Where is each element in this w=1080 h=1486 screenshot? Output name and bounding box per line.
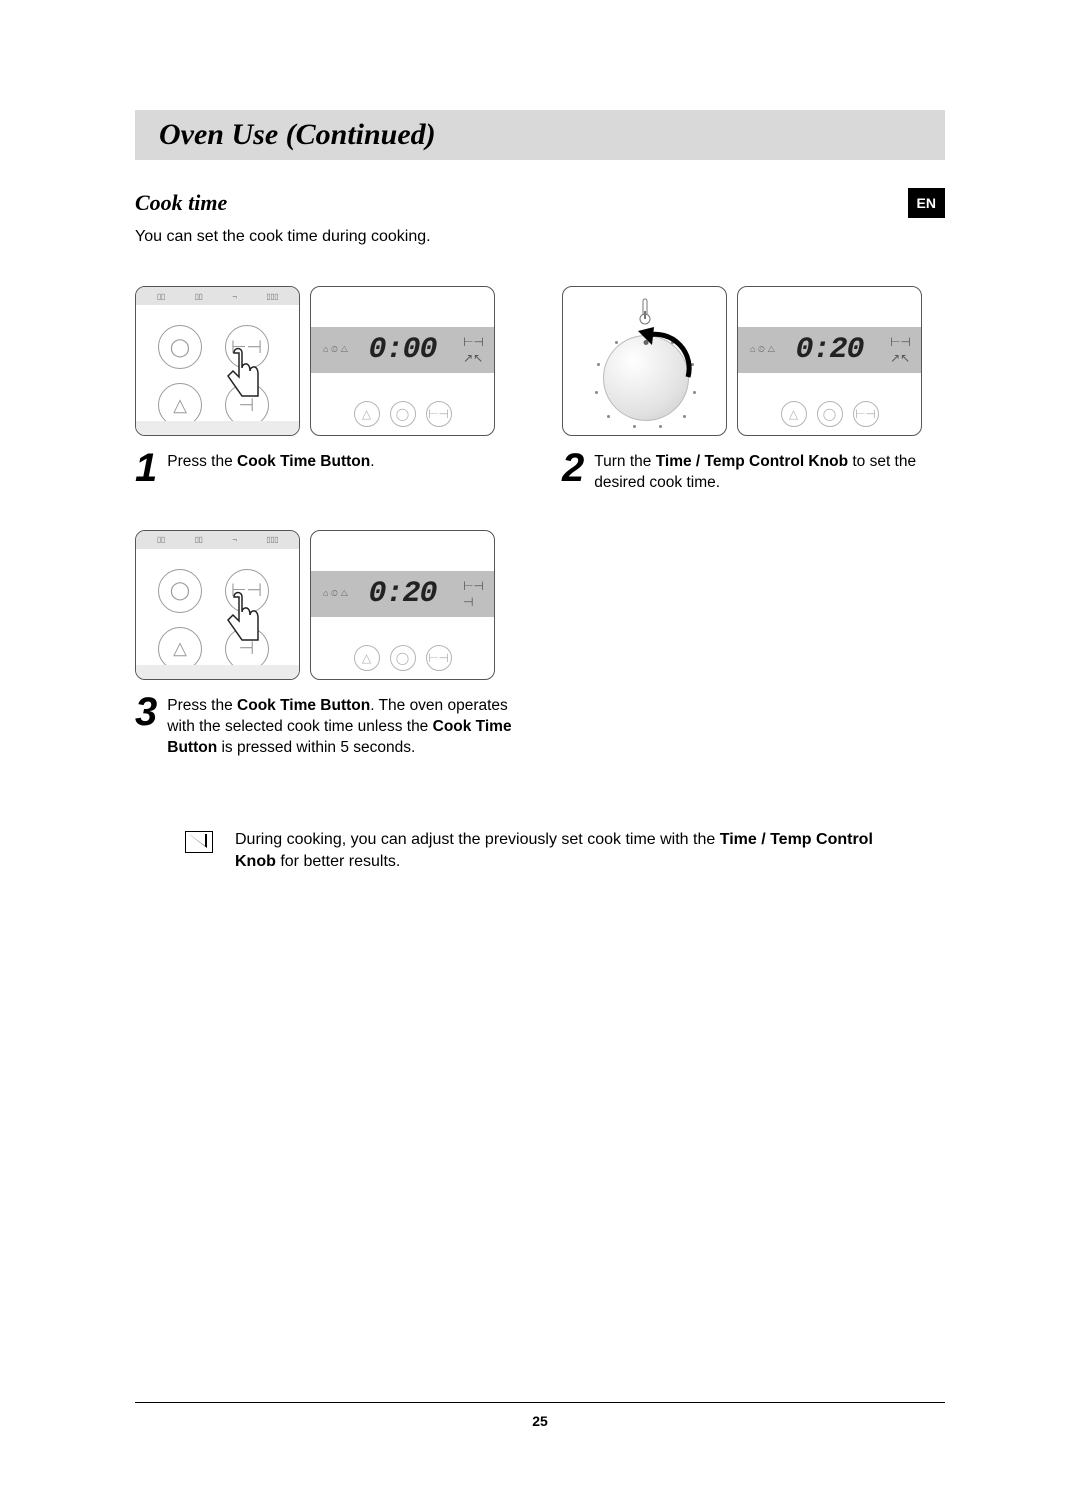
small-btn: ◯ — [817, 401, 843, 427]
display-strip: ⌂ ⏲ △ 0:20 ⊢⊣ ↗↖ — [738, 327, 921, 373]
step1-text: 1 Press the Cook Time Button. — [135, 450, 518, 486]
note-icon — [185, 831, 213, 853]
step-number: 2 — [562, 450, 584, 486]
panel-bottom-strip — [136, 665, 299, 679]
small-btn: ◯ — [390, 645, 416, 671]
page-title: Oven Use (Continued) — [159, 118, 436, 152]
step-number: 1 — [135, 450, 157, 486]
empty-cell — [562, 530, 945, 759]
hand-pointer-icon — [219, 347, 267, 407]
knob-panel — [562, 286, 727, 436]
subhead-row: Cook time EN — [135, 188, 945, 218]
panel-top-strip: ▯▯ ▯▯ ¬ ▯▯▯ — [136, 287, 299, 305]
note-text: During cooking, you can adjust the previ… — [235, 829, 895, 874]
disp-icon: ⊢⊣ — [463, 579, 484, 593]
disp-icon: ⊢⊣ — [890, 335, 911, 349]
cook-time-button-label: Cook Time Button — [237, 453, 370, 470]
small-btn: ⊢⊣ — [426, 645, 452, 671]
small-btn: ⊢⊣ — [853, 401, 879, 427]
strip-token: ▯▯▯ — [266, 535, 278, 544]
rotation-arrow-icon — [616, 321, 704, 409]
button-grid: ◯ ⊢⊣ △ ⊣ — [136, 305, 299, 436]
footer-rule — [135, 1402, 945, 1403]
note: During cooking, you can adjust the previ… — [135, 829, 945, 874]
t: During cooking, you can adjust the previ… — [235, 831, 720, 848]
display-time: 0:20 — [368, 577, 436, 611]
t: is pressed within 5 seconds. — [217, 739, 415, 756]
strip-token: ▯▯▯ — [266, 292, 278, 301]
display-panel: ⌂ ⏲ △ 0:00 ⊢⊣ ↗↖ △ ◯ ⊢⊣ — [310, 286, 495, 436]
btn-top-left: ◯ — [158, 325, 202, 369]
display-right-icons: ⊢⊣ ⊣ — [463, 579, 484, 609]
display-time: 0:00 — [368, 333, 436, 367]
display-panel: ⌂ ⏲ △ 0:20 ⊢⊣ ↗↖ △ ◯ ⊢⊣ — [737, 286, 922, 436]
strip-token: ¬ — [232, 535, 236, 544]
display-small-buttons: △ ◯ ⊢⊣ — [311, 645, 494, 671]
disp-icon: ↗↖ — [463, 351, 484, 365]
strip-token: ▯▯ — [195, 535, 203, 544]
panel-bottom-strip — [136, 421, 299, 435]
step1-panels: ▯▯ ▯▯ ¬ ▯▯▯ ◯ ⊢⊣ △ ⊣ ⌂ ⏲ △ — [135, 286, 518, 436]
panel-top-strip: ▯▯ ▯▯ ¬ ▯▯▯ — [136, 531, 299, 549]
button-grid: ◯ ⊢⊣ △ ⊣ — [136, 549, 299, 680]
t: for better results. — [276, 853, 401, 870]
display-panel: ⌂ ⏲ △ 0:20 ⊢⊣ ⊣ △ ◯ ⊢⊣ — [310, 530, 495, 680]
step3-text: 3 Press the Cook Time Button. The oven o… — [135, 694, 518, 759]
strip-token: ¬ — [232, 292, 236, 301]
display-right-icons: ⊢⊣ ↗↖ — [890, 335, 911, 365]
cook-time-button-label: Cook Time Button — [237, 697, 370, 714]
btn-top-left: ◯ — [158, 569, 202, 613]
language-badge: EN — [908, 188, 945, 218]
disp-icon: ⊣ — [463, 595, 484, 609]
page-footer: 25 — [135, 1402, 945, 1431]
display-left-icons: ⌂ ⏲ △ — [323, 345, 348, 355]
section-title: Cook time — [135, 190, 227, 216]
display-strip: ⌂ ⏲ △ 0:20 ⊢⊣ ⊣ — [311, 571, 494, 617]
step-body: Press the Cook Time Button. The oven ope… — [167, 694, 518, 759]
display-time: 0:20 — [795, 333, 863, 367]
display-left-icons: ⌂ ⏲ △ — [750, 345, 775, 355]
small-btn: ⊢⊣ — [426, 401, 452, 427]
step-body: Turn the Time / Temp Control Knob to set… — [594, 450, 945, 494]
small-btn: △ — [354, 401, 380, 427]
knob-label: Time / Temp Control Knob — [656, 453, 848, 470]
control-panel: ▯▯ ▯▯ ¬ ▯▯▯ ◯ ⊢⊣ △ ⊣ — [135, 530, 300, 680]
disp-icon: ⊢⊣ — [463, 335, 484, 349]
step-number: 3 — [135, 694, 157, 730]
display-small-buttons: △ ◯ ⊢⊣ — [738, 401, 921, 427]
display-left-icons: ⌂ ⏲ △ — [323, 589, 348, 599]
step-1: ▯▯ ▯▯ ¬ ▯▯▯ ◯ ⊢⊣ △ ⊣ ⌂ ⏲ △ — [135, 286, 518, 494]
step-2: ⌂ ⏲ △ 0:20 ⊢⊣ ↗↖ △ ◯ ⊢⊣ 2 Turn the Time … — [562, 286, 945, 494]
strip-token: ▯▯ — [157, 535, 165, 544]
step-3: ▯▯ ▯▯ ¬ ▯▯▯ ◯ ⊢⊣ △ ⊣ ⌂ ⏲ △ — [135, 530, 518, 759]
strip-token: ▯▯ — [195, 292, 203, 301]
step2-panels: ⌂ ⏲ △ 0:20 ⊢⊣ ↗↖ △ ◯ ⊢⊣ — [562, 286, 945, 436]
display-strip: ⌂ ⏲ △ 0:00 ⊢⊣ ↗↖ — [311, 327, 494, 373]
display-right-icons: ⊢⊣ ↗↖ — [463, 335, 484, 365]
small-btn: △ — [354, 645, 380, 671]
strip-token: ▯▯ — [157, 292, 165, 301]
t: Press the — [167, 453, 237, 470]
t: Press the — [167, 697, 237, 714]
t: . — [370, 453, 374, 470]
step2-text: 2 Turn the Time / Temp Control Knob to s… — [562, 450, 945, 494]
hand-pointer-icon — [219, 591, 267, 651]
step-body: Press the Cook Time Button. — [167, 450, 374, 473]
intro-text: You can set the cook time during cooking… — [135, 228, 945, 246]
display-small-buttons: △ ◯ ⊢⊣ — [311, 401, 494, 427]
t: Turn the — [594, 453, 655, 470]
disp-icon: ↗↖ — [890, 351, 911, 365]
page-header: Oven Use (Continued) — [135, 110, 945, 160]
small-btn: ◯ — [390, 401, 416, 427]
small-btn: △ — [781, 401, 807, 427]
page-number: 25 — [532, 1413, 548, 1429]
control-panel: ▯▯ ▯▯ ¬ ▯▯▯ ◯ ⊢⊣ △ ⊣ — [135, 286, 300, 436]
steps-grid: ▯▯ ▯▯ ¬ ▯▯▯ ◯ ⊢⊣ △ ⊣ ⌂ ⏲ △ — [135, 286, 945, 759]
step3-panels: ▯▯ ▯▯ ¬ ▯▯▯ ◯ ⊢⊣ △ ⊣ ⌂ ⏲ △ — [135, 530, 518, 680]
